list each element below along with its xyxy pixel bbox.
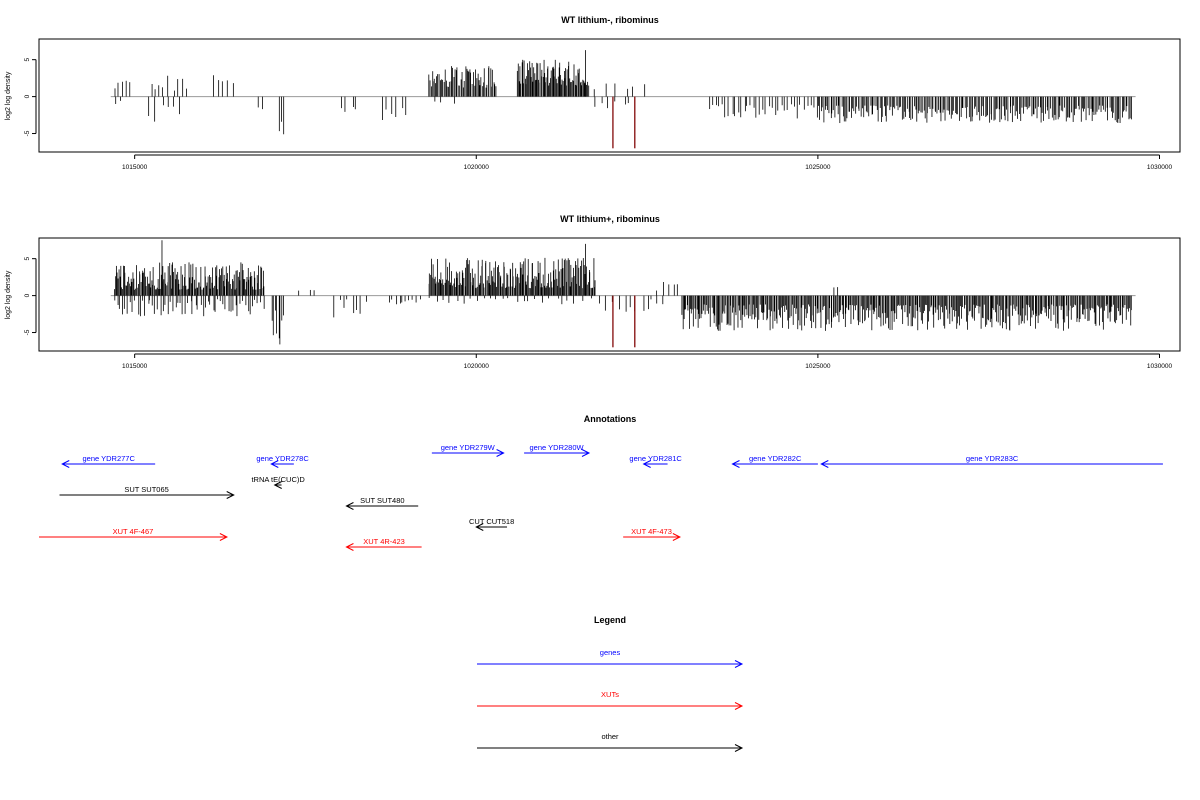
legend-title: Legend	[594, 615, 626, 625]
annotations-track: Annotations gene YDR277C gene YDR278Cgene…	[39, 414, 1163, 551]
feature-arrow-head	[273, 481, 282, 489]
feature-label: SUT SUT480	[360, 496, 404, 505]
annotation-feature: gene YDR283C	[820, 454, 1163, 468]
feature-label: gene YDR279W	[441, 443, 496, 452]
annotation-feature: XUT 4R-423	[345, 537, 422, 551]
annotation-feature: gene YDR277C	[61, 454, 156, 468]
feature-label: gene YDR280W	[530, 443, 585, 452]
y-tick-label: 0	[24, 293, 31, 297]
y-axis-label: log2 log density	[5, 71, 12, 120]
y-tick-label: 0	[24, 94, 31, 98]
x-tick-label: 1020000	[464, 164, 490, 171]
bar-marks	[110, 240, 1136, 348]
feature-arrow-head	[219, 533, 229, 541]
annotation-feature: gene YDR278C	[256, 454, 309, 468]
feature-label: SUT SUT065	[124, 485, 168, 494]
annotation-feature: tRNA tE(CUC)D	[251, 475, 305, 489]
annotation-feature: XUT 4F-473	[623, 527, 681, 541]
feature-arrow-head	[61, 460, 70, 468]
axes: -5 0 5 1015000 1020000 1025000 1030000	[24, 256, 1173, 370]
legend-arrow-head	[734, 660, 744, 668]
feature-label: gene YDR283C	[966, 454, 1019, 463]
feature-arrow-head	[496, 449, 505, 457]
annotation-items: gene YDR277C gene YDR278C gene YDR279W gene…	[39, 443, 1163, 551]
x-tick-label: 1020000	[464, 363, 490, 370]
plot-frame	[38, 237, 1181, 352]
feature-label: XUT 4R-423	[363, 537, 405, 546]
legend-label: XUTs	[601, 690, 619, 699]
plot-frame	[38, 38, 1181, 153]
feature-arrow-head	[731, 460, 740, 468]
annotation-feature: gene YDR282C	[731, 454, 818, 468]
feature-label: gene YDR277C	[82, 454, 135, 463]
feature-arrow-head	[642, 460, 651, 468]
x-tick-label: 1015000	[122, 363, 148, 370]
x-tick-label: 1015000	[122, 164, 148, 171]
feature-arrow-head	[345, 502, 354, 510]
legend-entry: other	[477, 732, 744, 752]
annotation-feature: CUT CUT518	[469, 517, 514, 531]
legend-arrow-head	[734, 702, 744, 710]
legend-entry: XUTs	[477, 690, 744, 710]
axes: -5 0 5 1015000 1020000 1025000 1030000	[24, 57, 1173, 171]
feature-arrow-head	[820, 460, 829, 468]
legend-label: genes	[600, 648, 621, 657]
y-tick-label: -5	[24, 329, 31, 335]
annotation-feature: SUT SUT065	[59, 485, 235, 499]
feature-arrow-head	[475, 523, 484, 531]
y-tick-label: 5	[24, 57, 31, 61]
feature-label: tRNA tE(CUC)D	[251, 475, 305, 484]
panel-lithium-plus: WT lithium+, ribominus log2 log density …	[5, 214, 1181, 370]
feature-arrow-head	[345, 543, 354, 551]
annotation-feature: gene YDR279W	[431, 443, 505, 457]
annotation-feature: XUT 4F-467	[39, 527, 229, 541]
y-tick-label: -5	[24, 130, 31, 136]
feature-arrow-head	[270, 460, 279, 468]
feature-arrow-head	[226, 491, 235, 499]
x-tick-label: 1030000	[1147, 363, 1173, 370]
panel-title: WT lithium+, ribominus	[560, 214, 660, 224]
x-tick-label: 1025000	[805, 164, 831, 171]
feature-label: XUT 4F-467	[113, 527, 154, 536]
x-tick-label: 1030000	[1147, 164, 1173, 171]
feature-label: gene YDR278C	[256, 454, 309, 463]
legend-entry: genes	[477, 648, 744, 668]
feature-label: gene YDR282C	[749, 454, 802, 463]
annotation-feature: SUT SUT480	[345, 496, 419, 510]
legend-items: genes XUTs other	[477, 648, 744, 752]
feature-arrow-head	[672, 533, 681, 541]
y-tick-label: 5	[24, 256, 31, 260]
y-axis-label: log2 log density	[5, 270, 12, 319]
panel-lithium-minus: WT lithium-, ribominus log2 log density …	[5, 15, 1181, 171]
annotations-title: Annotations	[584, 414, 637, 424]
feature-arrow-head	[581, 449, 591, 457]
annotation-feature: gene YDR280W	[524, 443, 591, 457]
feature-label: gene YDR281C	[629, 454, 682, 463]
annotation-feature: gene YDR281C	[629, 454, 682, 468]
legend-arrow-head	[734, 744, 744, 752]
legend-label: other	[601, 732, 619, 741]
legend: Legend genes XUTs other	[477, 615, 744, 752]
feature-label: CUT CUT518	[469, 517, 514, 526]
x-tick-label: 1025000	[805, 363, 831, 370]
panel-title: WT lithium-, ribominus	[561, 15, 659, 25]
feature-label: XUT 4F-473	[631, 527, 672, 536]
bar-marks	[110, 50, 1136, 149]
